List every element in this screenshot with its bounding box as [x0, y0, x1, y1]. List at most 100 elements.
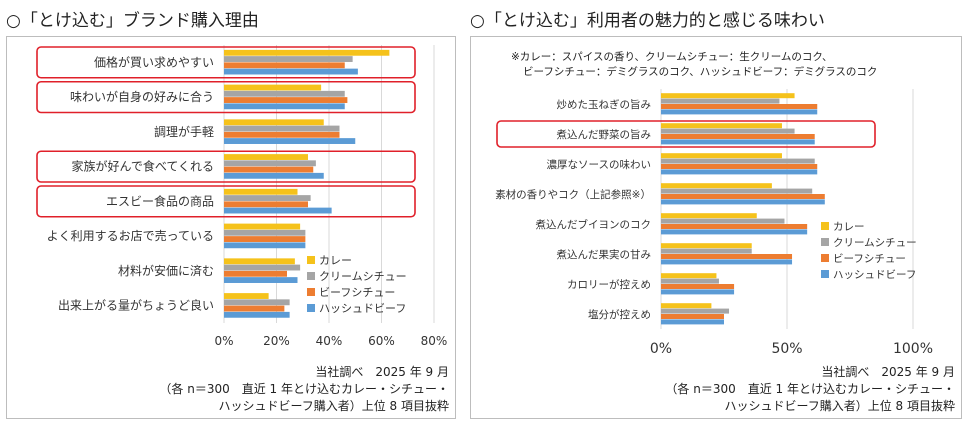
- bar: [224, 125, 340, 132]
- bar: [661, 104, 818, 109]
- bar: [661, 93, 795, 99]
- bar: [661, 218, 785, 224]
- category-label: カロリーが控えめ: [567, 278, 651, 291]
- legend-swatch: [307, 272, 315, 280]
- bar: [224, 62, 345, 69]
- bar: [224, 236, 306, 242]
- bar: [224, 138, 356, 144]
- bar: [661, 248, 752, 254]
- source-date: 当社調べ 2025 年 9 月: [821, 365, 955, 379]
- x-tick-label: 80%: [421, 334, 448, 348]
- bar: [661, 139, 815, 145]
- bar: [661, 254, 793, 259]
- attractive-taste-chart: 0% 50% 100% 炒めた玉ねぎの旨み煮込んだ野菜の旨み濃厚なソースの味わい素材の…: [495, 89, 933, 357]
- bar: [661, 308, 730, 314]
- category-label: 素材の香りやコク（上記参照※）: [495, 188, 651, 201]
- legend-label: カレー: [319, 254, 352, 267]
- category-label: エスビー食品の商品: [106, 193, 214, 208]
- legend-label: クリームシチュー: [319, 270, 407, 283]
- category-label: 価格が買い求めやすい: [94, 54, 214, 69]
- source-date: 当社調べ 2025 年 9 月: [315, 365, 449, 379]
- bar: [661, 314, 724, 319]
- x-tick-label: 50%: [771, 341, 802, 357]
- bar: [661, 183, 772, 189]
- bar: [224, 299, 290, 306]
- category-label: 塩分が控えめ: [588, 308, 651, 321]
- bar: [661, 188, 813, 194]
- legend-label: カレー: [833, 221, 865, 233]
- bar: [661, 224, 808, 229]
- left-chart-title: ○「とけ込む」ブランド購入理由: [6, 11, 259, 31]
- highlight-box: [36, 46, 416, 79]
- bar: [661, 229, 808, 235]
- bar: [661, 213, 757, 219]
- source-scope: ハッシュドビーフ購入者）上位 8 項目抜粋: [218, 399, 449, 413]
- category-label: よく利用するお店で売っている: [47, 228, 214, 243]
- bar: [224, 90, 345, 97]
- legend-swatch: [821, 238, 829, 246]
- highlight-box: [36, 150, 416, 183]
- legend-swatch: [307, 288, 315, 296]
- bar: [224, 258, 295, 265]
- bar: [661, 278, 719, 284]
- bar: [224, 229, 306, 236]
- bar: [224, 84, 322, 91]
- bar: [224, 172, 324, 179]
- category-label: 家族が好んで食べてくれる: [71, 159, 214, 174]
- legend-label: ビーフシチュー: [319, 286, 395, 299]
- bar: [224, 119, 324, 126]
- flavor-note-line2: ビーフシチュー：デミグラスのコク、ハッシュドビーフ：デミグラスのコク: [523, 66, 878, 78]
- bar: [224, 103, 345, 110]
- bar: [661, 289, 735, 295]
- category-label: 出来上がる量がちょうど良い: [58, 298, 214, 313]
- bar: [661, 164, 818, 169]
- category-label: 煮込んだブイヨンのコク: [536, 218, 652, 231]
- category-label: 濃厚なソースの味わい: [547, 158, 651, 171]
- bar: [661, 199, 825, 205]
- bar: [224, 305, 285, 312]
- bar: [661, 284, 735, 289]
- purchase-reasons-chart: 0% 20% 40% 60% 80% 価格が買い求めやすい味わいが自身の好みに合う調理が手…: [36, 45, 448, 348]
- bar: [661, 98, 780, 104]
- legend-label: ハッシュドビーフ: [319, 302, 406, 315]
- bar: [661, 158, 815, 164]
- bar: [224, 207, 332, 214]
- bar: [224, 68, 358, 75]
- x-tick-label: 60%: [368, 334, 395, 348]
- category-label: 材料が安価に済む: [118, 263, 214, 278]
- legend-swatch: [821, 254, 829, 262]
- highlight-box: [36, 185, 416, 218]
- highlight-box: [36, 80, 416, 114]
- bar: [224, 166, 314, 173]
- legend-swatch: [307, 304, 315, 312]
- bar: [224, 195, 311, 201]
- bar: [661, 243, 752, 249]
- bar: [224, 188, 298, 195]
- bar: [661, 153, 782, 159]
- bar: [224, 56, 353, 62]
- purchase-reasons-panel: 0% 20% 40% 60% 80% 価格が買い求めやすい 味わいが自身の好みに合う 調理が手…: [6, 36, 456, 419]
- bar: [224, 277, 298, 283]
- bar: [224, 131, 340, 138]
- x-tick-label: 0%: [650, 341, 672, 357]
- bar: [224, 242, 306, 249]
- bar: [224, 201, 308, 208]
- right-chart-title: ○「とけ込む」利用者の魅力的と感じる味わい: [470, 11, 825, 31]
- source-sample: （各 n＝300 直近 1 年とけ込むカレー・シチュー・: [159, 382, 449, 396]
- category-label: 煮込んだ果実の甘み: [557, 248, 652, 261]
- bar: [224, 223, 301, 230]
- legend-swatch: [307, 256, 315, 264]
- category-label: 煮込んだ野菜の旨み: [557, 129, 652, 141]
- bar: [224, 270, 287, 277]
- x-tick-label: 100%: [893, 341, 933, 357]
- legend-swatch: [821, 222, 829, 230]
- bar: [661, 134, 815, 139]
- highlight-box: [496, 120, 876, 148]
- bar: [224, 311, 290, 318]
- category-label: 炒めた玉ねぎの旨み: [557, 98, 652, 111]
- x-tick-label: 20%: [263, 334, 290, 348]
- bar: [224, 160, 316, 167]
- legend-swatch: [821, 270, 829, 278]
- attractive-taste-panel: 0% 50% 100% 炒めた玉ねぎの旨み 煮込んだ野菜の旨み濃厚なソースの味わい素材の…: [470, 36, 962, 419]
- x-tick-label: 0%: [214, 334, 233, 348]
